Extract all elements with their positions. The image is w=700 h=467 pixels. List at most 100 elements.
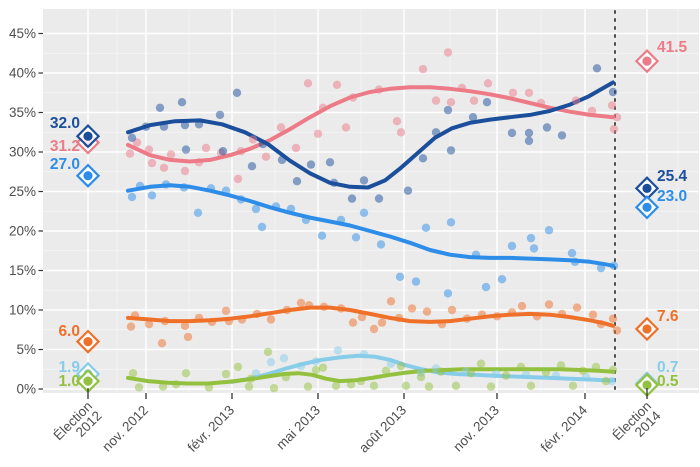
poll-point-pink [332,80,342,90]
result-2014-label-sky-blue: 0.7 [657,359,679,376]
poll-point-dark-blue [359,176,369,185]
poll-point-green [171,380,181,389]
y-tick-label: 35% [9,105,36,120]
poll-point-dark-blue [155,103,165,113]
poll-point-orange [507,308,517,317]
poll-point-blue [271,202,281,211]
result-2012-label-blue: 27.0 [50,156,80,173]
poll-point-pink [587,106,597,116]
poll-point-dark-blue [306,160,316,169]
poll-point-blue [336,215,346,225]
result-2012-label-dark-blue: 32.0 [50,115,80,132]
y-tick-label: 30% [9,145,36,160]
poll-point-pink [374,85,384,94]
poll-point-blue [359,208,369,217]
poll-point-pink [536,98,546,108]
poll-point-orange [572,303,582,312]
poll-point-dark-blue [215,110,225,120]
poll-point-sky-blue [386,359,396,368]
poll-point-blue [481,282,491,292]
poll-point-pink [147,158,157,168]
poll-point-dark-blue [482,98,492,107]
result-2014-marker-orange-dot [642,324,652,334]
poll-point-pink [392,117,402,126]
poll-point-orange [394,313,404,323]
poll-point-green [466,369,476,378]
poll-point-orange [437,320,447,329]
poll-point-blue [236,195,246,204]
result-2014-marker-green-dot [642,380,652,390]
poll-point-orange [544,300,554,309]
y-tick-label: 5% [16,342,36,357]
poll-point-green [246,374,256,383]
poll-point-sky-blue [311,357,321,366]
poll-point-green [346,380,356,389]
poll-point-orange [180,321,190,330]
poll-point-orange [336,304,346,313]
poll-point-green [204,383,214,392]
poll-point-green [263,347,273,357]
poll-point-green [486,382,496,391]
poll-point-orange [517,301,527,311]
poll-point-pink [303,79,313,88]
poll-point-blue [317,231,327,240]
poll-point-dark-blue [446,146,456,155]
poll-point-blue [206,184,216,193]
poll-point-sky-blue [551,371,561,380]
poll-point-dark-blue [592,64,602,73]
poll-point-green [608,365,618,375]
poll-point-dark-blue [258,139,268,149]
poll-point-orange [282,305,292,315]
poll-point-green [331,381,341,390]
x-tick-label: févr. 2014 [538,402,591,455]
poll-point-green [591,362,601,372]
poll-point-green [158,382,168,391]
y-tick-label: 40% [9,66,36,81]
poll-point-pink [508,88,518,98]
poll-point-green [601,376,611,386]
poll-point-orange [377,318,387,327]
poll-point-sky-blue [521,370,531,379]
poll-point-dark-blue [374,194,384,203]
poll-point-green [134,383,144,392]
result-2014-marker-blue-dot [642,202,652,212]
result-2014-label-green: 0.5 [657,373,679,390]
poll-point-blue [446,218,456,227]
poll-point-orange [252,309,262,319]
poll-point-orange [608,314,618,323]
poll-point-green [451,381,461,390]
poll-point-orange [144,320,154,329]
poll-point-green [424,382,434,391]
poll-point-pink [483,79,493,88]
poll-point-blue [147,191,157,200]
poll-point-green [568,381,578,390]
poll-point-pink [396,128,406,137]
poll-point-blue [471,250,481,259]
poll-point-dark-blue [232,88,242,98]
poll-point-dark-blue [180,120,190,130]
poll-point-green [436,367,446,376]
poll-point-green [244,382,254,391]
poll-point-orange [492,312,502,321]
poll-point-orange [266,315,276,324]
poll-point-pink [524,88,534,98]
x-tick-label: nov. 2012 [99,403,151,455]
poll-point-blue [351,233,361,242]
poll-point-orange [477,310,487,319]
poll-point-dark-blue [325,158,335,167]
poll-point-blue [135,181,145,191]
poll-point-orange [612,326,622,335]
poll-point-orange [304,301,314,310]
poll-point-green [303,382,313,391]
poll-point-pink [431,96,441,105]
result-2014-label-orange: 7.6 [657,308,679,325]
poll-point-blue [567,248,577,258]
poll-point-orange [596,320,606,329]
poll-point-orange [160,316,170,326]
poll-point-orange [532,312,542,321]
poll-point-orange [348,318,358,327]
poll-point-green [578,366,588,375]
poll-point-pink [201,143,211,153]
poll-point-blue [443,289,453,298]
